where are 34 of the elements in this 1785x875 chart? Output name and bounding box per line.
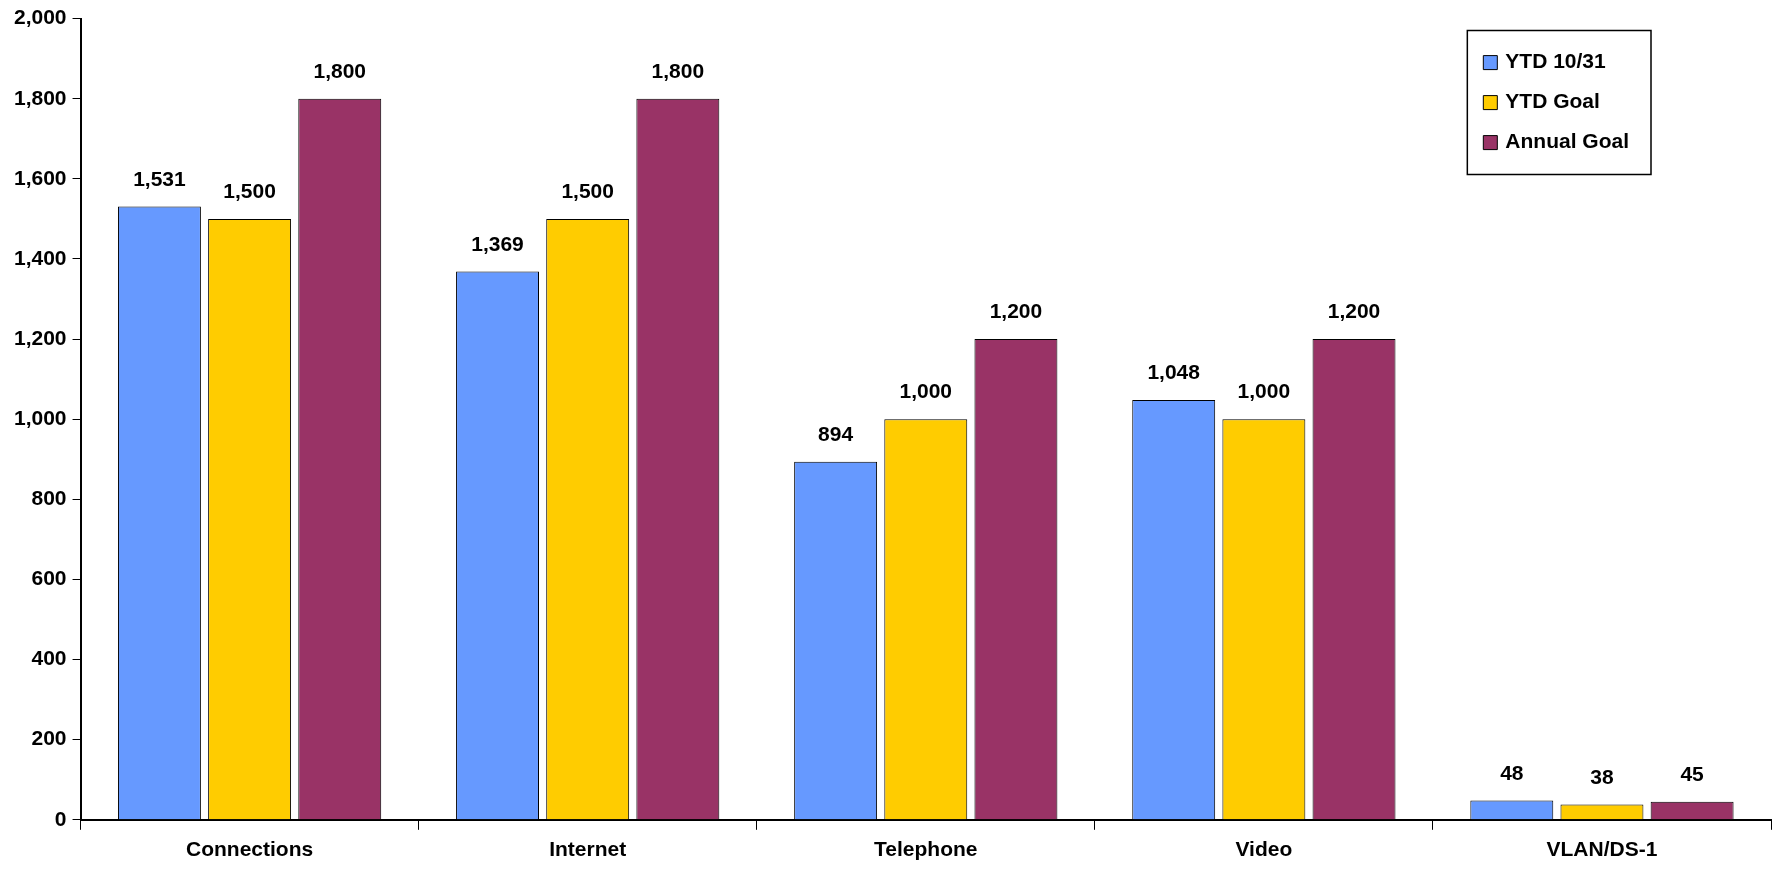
y-tick-label: 600 [31,566,67,590]
data-label: 38 [1590,764,1614,788]
data-label: 1,000 [899,379,953,403]
data-label: 894 [818,421,854,445]
x-tick-label: Video [1235,837,1293,861]
data-label: 1,200 [989,299,1043,323]
data-label: 1,800 [651,59,705,83]
data-label: 1,200 [1327,299,1381,323]
data-label: 45 [1680,762,1705,786]
y-tick-label: 1,400 [13,245,67,269]
y-tick-label: 1,200 [13,325,67,349]
y-tick-label: 0 [54,806,67,830]
data-label: 1,500 [223,179,276,203]
data-label: 1,048 [1147,360,1201,384]
x-tick-label: Internet [549,837,627,861]
y-tick-label: 400 [31,646,67,670]
legend-label: YTD Goal [1505,89,1600,113]
x-tick-label: VLAN/DS-1 [1546,837,1658,861]
legend-label: Annual Goal [1505,129,1630,153]
legend-label: YTD 10/31 [1505,49,1607,73]
x-tick-label: Telephone [874,837,978,861]
y-tick-label: 200 [31,726,67,750]
data-label: 1,000 [1237,379,1291,403]
data-label: 48 [1500,760,1524,784]
x-tick-label: Connections [186,837,314,861]
data-label: 1,800 [313,59,367,83]
data-label: 1,531 [133,166,187,190]
y-tick-label: 2,000 [13,5,67,29]
y-tick-label: 1,600 [13,165,67,189]
y-tick-label: 1,800 [13,85,67,109]
y-tick-label: 1,000 [13,406,67,429]
data-label: 1,500 [561,179,614,203]
y-tick-label: 800 [31,486,67,510]
data-label: 1,369 [471,231,524,255]
